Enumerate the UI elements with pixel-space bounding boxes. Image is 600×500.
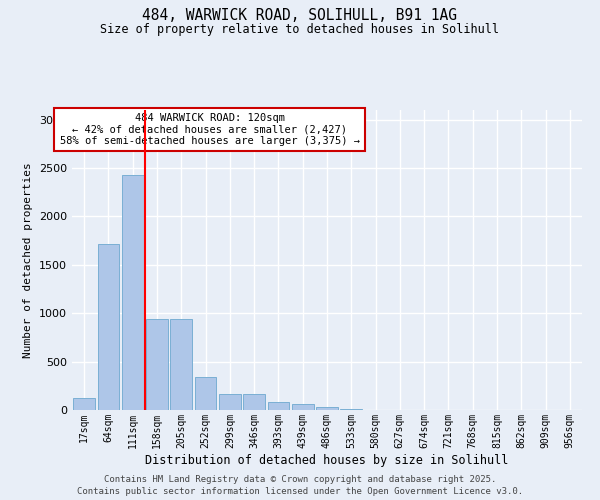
X-axis label: Distribution of detached houses by size in Solihull: Distribution of detached houses by size … — [145, 454, 509, 466]
Bar — [292, 404, 314, 410]
Bar — [219, 394, 241, 410]
Bar — [340, 409, 362, 410]
Bar — [146, 319, 168, 410]
Text: Contains public sector information licensed under the Open Government Licence v3: Contains public sector information licen… — [77, 488, 523, 496]
Bar — [73, 398, 95, 410]
Bar — [122, 175, 143, 410]
Text: Contains HM Land Registry data © Crown copyright and database right 2025.: Contains HM Land Registry data © Crown c… — [104, 475, 496, 484]
Bar — [97, 244, 119, 410]
Bar — [316, 406, 338, 410]
Text: 484, WARWICK ROAD, SOLIHULL, B91 1AG: 484, WARWICK ROAD, SOLIHULL, B91 1AG — [143, 8, 458, 22]
Bar — [243, 394, 265, 410]
Text: 484 WARWICK ROAD: 120sqm
← 42% of detached houses are smaller (2,427)
58% of sem: 484 WARWICK ROAD: 120sqm ← 42% of detach… — [60, 113, 360, 146]
Y-axis label: Number of detached properties: Number of detached properties — [23, 162, 34, 358]
Bar — [268, 402, 289, 410]
Text: Size of property relative to detached houses in Solihull: Size of property relative to detached ho… — [101, 22, 499, 36]
Bar — [170, 319, 192, 410]
Bar — [194, 377, 217, 410]
